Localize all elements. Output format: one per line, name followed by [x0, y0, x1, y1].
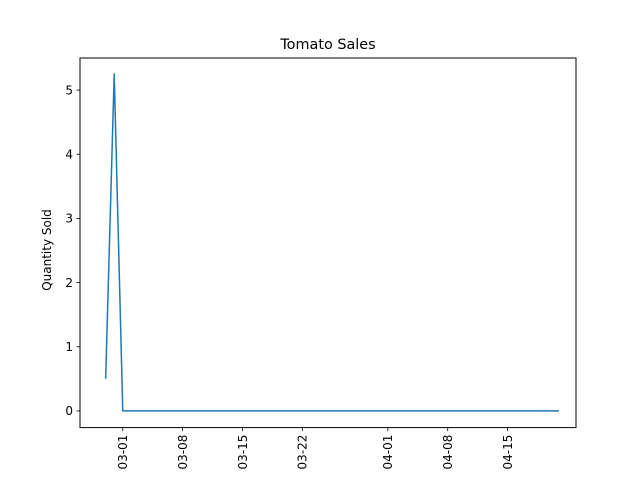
y-tick-label: 3: [65, 212, 73, 226]
y-tick-label: 0: [65, 404, 73, 418]
x-tick-label: 03-22: [296, 435, 310, 470]
x-tick-label: 03-08: [176, 435, 190, 470]
y-tick-label: 2: [65, 276, 73, 290]
x-tick-label: 04-15: [501, 435, 515, 470]
x-axis-ticks: 03-01 03-08 03-15 03-22 04-01 04-08 04-15: [116, 427, 515, 470]
y-axis-label: Quantity Sold: [40, 209, 54, 291]
x-tick-label: 03-15: [236, 435, 250, 470]
series-line: [104, 73, 559, 412]
series-group: [104, 73, 559, 412]
plot-frame: [79, 57, 577, 429]
y-tick-label: 4: [65, 148, 73, 162]
y-tick-label: 1: [65, 340, 73, 354]
x-tick-label: 04-01: [381, 435, 395, 470]
y-axis-ticks: 0 1 2 3 4 5: [65, 83, 80, 418]
y-tick-label: 5: [65, 83, 73, 97]
x-tick-label: 03-01: [116, 435, 130, 470]
chart-title: Tomato Sales: [279, 37, 375, 53]
x-tick-label: 04-08: [441, 435, 455, 470]
